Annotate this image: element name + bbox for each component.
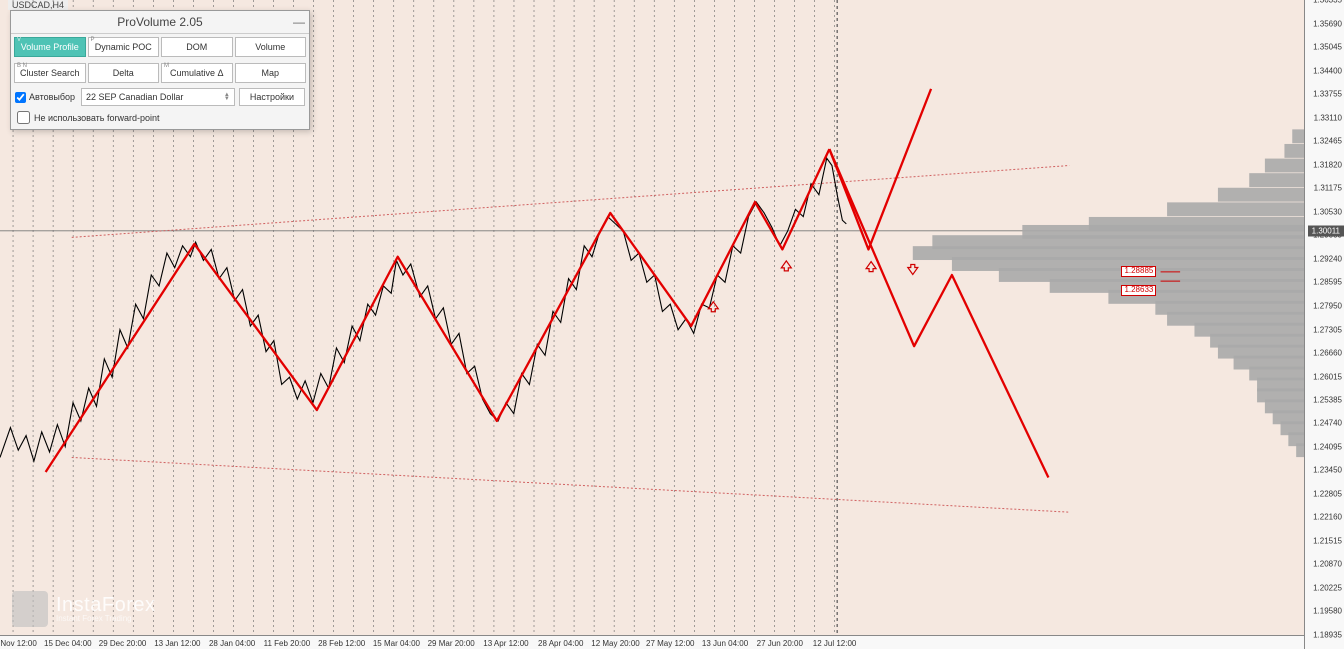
y-tick: 1.25385	[1313, 395, 1342, 404]
y-tick: 1.34400	[1313, 66, 1342, 75]
instrument-value: 22 SEP Canadian Dollar	[86, 92, 183, 102]
panel-row-3: Автовыбор 22 SEP Canadian Dollar ▲▼ Наст…	[11, 86, 309, 108]
instrument-dropdown[interactable]: 22 SEP Canadian Dollar ▲▼	[81, 88, 235, 106]
auto-checkbox-label: Автовыбор	[29, 92, 75, 102]
x-tick: 15 Dec 04:00	[44, 639, 92, 648]
spinner-icon[interactable]: ▲▼	[224, 93, 230, 101]
x-tick: 28 Apr 04:00	[538, 639, 583, 648]
y-tick: 1.26015	[1313, 372, 1342, 381]
y-tick: 1.24740	[1313, 419, 1342, 428]
y-tick: 1.21515	[1313, 536, 1342, 545]
watermark-brand: InstaForex	[56, 595, 155, 615]
x-tick: 12 May 20:00	[591, 639, 639, 648]
auto-checkbox-input[interactable]	[15, 92, 26, 103]
panel-title-text: ProVolume 2.05	[117, 15, 202, 29]
y-tick: 1.23450	[1313, 466, 1342, 475]
y-tick: 1.20225	[1313, 583, 1342, 592]
y-tick: 1.24095	[1313, 442, 1342, 451]
watermark-logo-icon	[12, 591, 48, 627]
panel-title: ProVolume 2.05 —	[11, 11, 309, 34]
x-tick: 29 Dec 20:00	[99, 639, 147, 648]
panel-button[interactable]: Volume	[235, 37, 307, 57]
x-tick: 15 Mar 04:00	[373, 639, 420, 648]
panel-button[interactable]: DOM	[161, 37, 233, 57]
panel-button[interactable]: Delta	[88, 63, 160, 83]
y-tick: 1.33110	[1314, 113, 1342, 122]
y-tick: 1.31820	[1313, 160, 1342, 169]
forward-checkbox-label: Не использовать forward-point	[34, 113, 160, 123]
y-tick: 1.33755	[1313, 90, 1342, 99]
y-tick: 1.35045	[1313, 43, 1342, 52]
y-tick: 1.20870	[1313, 560, 1342, 569]
chart-container: USDCAD,H4 1.288851.28633 1.363351.356901…	[0, 0, 1344, 649]
y-tick: 1.27305	[1313, 325, 1342, 334]
panel-button[interactable]: B NCluster Search	[14, 63, 86, 83]
x-tick: 13 Jun 04:00	[702, 639, 748, 648]
provolume-panel[interactable]: ProVolume 2.05 — VVolume ProfilePDynamic…	[10, 10, 310, 130]
panel-minimize-icon[interactable]: —	[293, 15, 305, 29]
panel-button[interactable]: PDynamic POC	[88, 37, 160, 57]
annotation-label: 1.28885	[1121, 266, 1156, 277]
panel-button[interactable]: MCumulative Δ	[161, 63, 233, 83]
panel-row-1: VVolume ProfilePDynamic POCDOMVolume	[11, 34, 309, 60]
x-tick: 12 Jul 12:00	[813, 639, 857, 648]
x-axis: 15 Nov 12:00 15 Dec 04:00 29 Dec 20:00 13 J…	[0, 635, 1304, 649]
y-tick: 1.32465	[1313, 137, 1342, 146]
settings-button[interactable]: Настройки	[239, 88, 305, 106]
x-tick: 27 May 12:00	[646, 639, 694, 648]
y-tick: 1.18935	[1313, 631, 1342, 640]
x-tick: 15 Nov 12:00	[0, 639, 37, 648]
x-tick: 13 Apr 12:00	[483, 639, 528, 648]
panel-button[interactable]: Map	[235, 63, 307, 83]
x-tick: 11 Feb 20:00	[264, 639, 311, 648]
y-tick: 1.22160	[1313, 513, 1342, 522]
y-tick: 1.22805	[1313, 489, 1342, 498]
y-tick: 1.35690	[1313, 19, 1342, 28]
y-tick: 1.31175	[1314, 184, 1342, 193]
forward-checkbox-input[interactable]	[17, 111, 30, 124]
panel-button[interactable]: VVolume Profile	[14, 37, 86, 57]
y-tick: 1.30530	[1313, 207, 1342, 216]
panel-row-4: Не использовать forward-point	[11, 108, 309, 129]
x-tick: 13 Jan 12:00	[154, 639, 200, 648]
x-tick: 29 Mar 20:00	[428, 639, 475, 648]
x-tick: 28 Feb 12:00	[318, 639, 365, 648]
y-axis: 1.36335 1.35690 1.35045 1.34400 1.33755 1.331…	[1304, 0, 1344, 649]
y-tick: 1.36335	[1313, 0, 1342, 5]
watermark-sub: Instant Forex Trading	[56, 615, 155, 623]
y-tick: 1.26660	[1313, 349, 1342, 358]
y-tick: 1.27950	[1313, 302, 1342, 311]
x-tick: 27 Jun 20:00	[757, 639, 803, 648]
annotation-label: 1.28633	[1121, 285, 1156, 296]
panel-row-2: B NCluster SearchDeltaMCumulative ΔMap	[11, 60, 309, 86]
x-tick: 28 Jan 04:00	[209, 639, 255, 648]
current-price-label: 1.30011	[1308, 225, 1344, 236]
watermark: InstaForex Instant Forex Trading	[12, 591, 155, 627]
auto-checkbox[interactable]: Автовыбор	[15, 92, 75, 103]
y-tick: 1.28595	[1313, 278, 1342, 287]
y-tick: 1.19580	[1313, 607, 1342, 616]
y-tick: 1.29240	[1313, 254, 1342, 263]
